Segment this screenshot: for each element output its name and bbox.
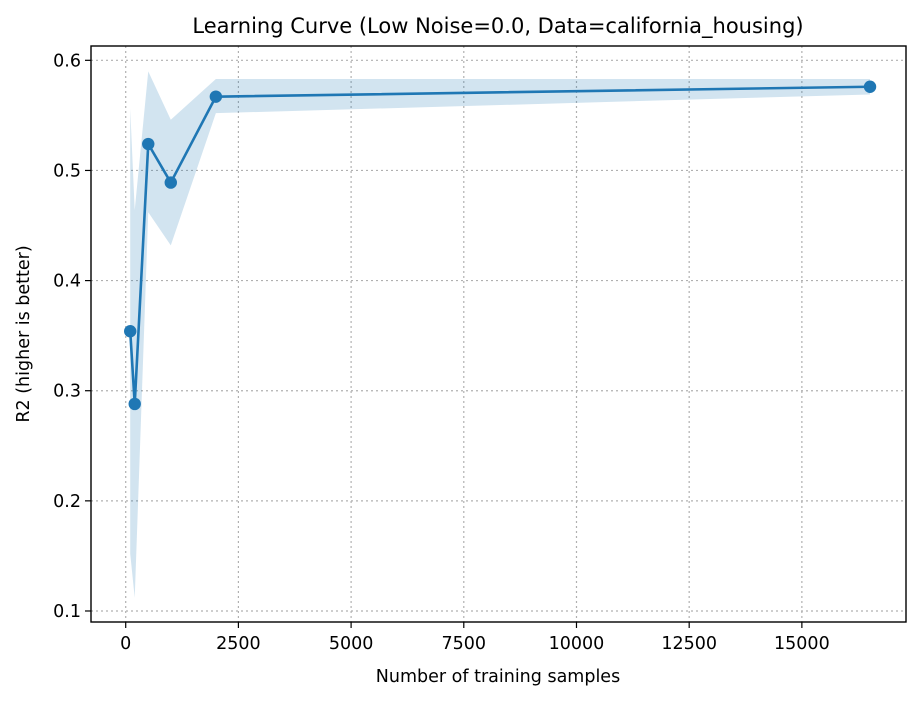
- confidence-band: [130, 71, 871, 598]
- y-tick-label: 0.3: [53, 382, 81, 402]
- data-point: [142, 137, 155, 151]
- y-tick-label: 0.2: [53, 492, 81, 512]
- data-point: [128, 397, 141, 411]
- x-tick-label: 0: [120, 634, 131, 654]
- x-axis-label: Number of training samples: [376, 667, 620, 687]
- x-tick-label: 12500: [661, 634, 717, 654]
- series-polyline: [128, 85, 871, 406]
- data-point: [164, 176, 177, 189]
- y-axis-ticks: 0.1 0.2 0.3 0.4 0.5 0.6: [53, 51, 91, 622]
- data-point: [209, 90, 223, 103]
- confidence-band-area: [130, 71, 871, 598]
- y-tick-label: 0.4: [53, 272, 81, 292]
- y-tick-label: 0.6: [53, 51, 81, 71]
- data-points: [124, 80, 877, 411]
- x-tick-label: 15000: [774, 634, 830, 654]
- x-tick-label: 5000: [329, 634, 374, 654]
- grid: [91, 46, 906, 622]
- y-tick-label: 0.5: [53, 161, 81, 181]
- series-line: [128, 85, 871, 406]
- x-tick-label: 7500: [442, 634, 487, 654]
- chart-title: Learning Curve (Low Noise=0.0, Data=cali…: [192, 14, 803, 39]
- y-axis-label: R2 (higher is better): [14, 245, 34, 422]
- plot-frame: [90, 45, 907, 623]
- x-tick-label: 10000: [549, 634, 605, 654]
- x-axis-ticks: 0 2500 5000 7500 10000 12500 15000: [120, 622, 830, 654]
- data-point: [863, 80, 877, 93]
- y-tick-label: 0.1: [53, 602, 81, 622]
- data-point: [124, 325, 137, 338]
- x-tick-label: 2500: [216, 634, 261, 654]
